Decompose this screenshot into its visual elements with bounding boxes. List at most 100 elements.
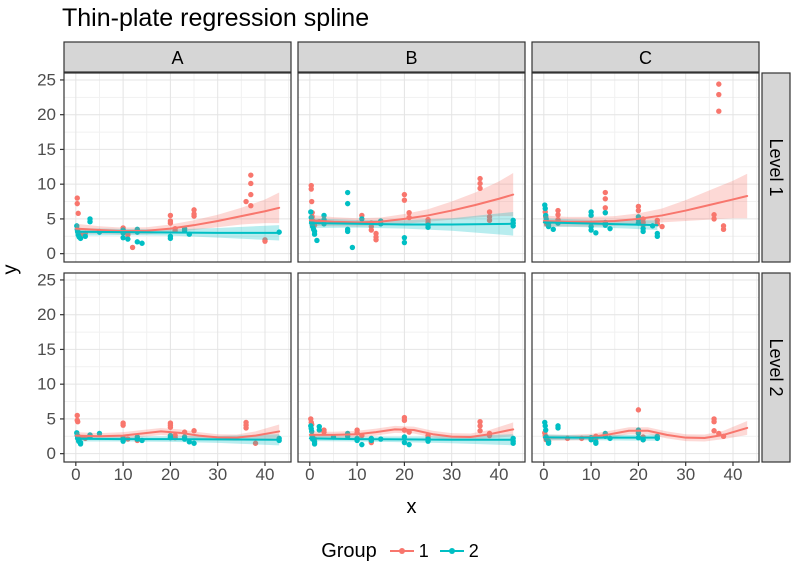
panel-border xyxy=(297,272,526,463)
x-tick-label: 10 xyxy=(348,465,367,484)
smooth-line-group-2 xyxy=(74,437,281,441)
panel-A-Level-2 xyxy=(63,272,292,463)
data-point-group-2 xyxy=(96,430,103,437)
smooth-line-group-1 xyxy=(74,430,281,439)
data-point-group-1 xyxy=(716,108,722,114)
strip-bg xyxy=(63,41,292,73)
x-tick-label: 30 xyxy=(442,465,461,484)
data-point-group-2 xyxy=(139,240,145,246)
data-point-group-2 xyxy=(545,440,552,446)
data-point-group-1 xyxy=(635,407,642,413)
x-tick-label: 10 xyxy=(582,465,601,484)
data-point-group-1 xyxy=(368,227,375,233)
data-point-group-1 xyxy=(74,195,80,201)
facet-strip-C: C xyxy=(531,41,760,73)
y-axis-title: y xyxy=(0,264,22,275)
data-point-group-2 xyxy=(134,239,141,245)
panel-border xyxy=(531,272,760,463)
data-point-group-2 xyxy=(314,237,320,244)
data-point-group-1 xyxy=(75,210,81,217)
data-point-group-2 xyxy=(550,226,556,233)
y-tick-label: 25 xyxy=(37,70,56,89)
data-point-group-2 xyxy=(588,227,594,233)
data-point-group-1 xyxy=(602,205,609,211)
data-point-group-1 xyxy=(602,189,609,196)
data-point-group-2 xyxy=(542,205,548,212)
smooth-line-group-2 xyxy=(308,222,515,226)
data-point-group-1 xyxy=(252,440,259,446)
data-point-group-2 xyxy=(120,234,126,241)
panel-C-Level-1 xyxy=(531,72,760,263)
y-tick-label: 0 xyxy=(47,444,56,463)
y-tick-label: 15 xyxy=(37,340,56,359)
data-point-group-1 xyxy=(555,212,561,218)
data-point-group-1 xyxy=(191,207,197,213)
data-point-group-2 xyxy=(308,209,314,215)
data-point-group-2 xyxy=(87,218,93,225)
y-tick-label: 20 xyxy=(37,105,56,124)
y-tick-label: 20 xyxy=(37,305,56,324)
data-point-group-2 xyxy=(607,225,613,232)
legend-key-1 xyxy=(389,548,414,554)
x-tick-label: 10 xyxy=(114,465,133,484)
data-point-group-1 xyxy=(486,217,493,224)
smooth-line-group-2 xyxy=(542,221,659,227)
data-point-group-2 xyxy=(316,427,322,433)
panel-C-Level-2 xyxy=(531,272,760,463)
data-point-group-1 xyxy=(406,209,412,216)
data-point-group-2 xyxy=(406,441,412,448)
legend-label: 2 xyxy=(468,540,479,561)
strip-bg xyxy=(297,41,526,73)
data-point-group-1 xyxy=(602,196,609,202)
data-point-group-2 xyxy=(77,441,84,447)
data-point-group-1 xyxy=(167,212,174,219)
data-point-group-2 xyxy=(321,212,327,219)
confidence-band-group-1 xyxy=(309,173,514,227)
data-point-group-2 xyxy=(344,189,351,196)
data-point-group-1 xyxy=(711,216,717,222)
data-point-group-2 xyxy=(542,423,548,429)
x-tick-label: 30 xyxy=(208,465,227,484)
panel-B-Level-2 xyxy=(297,272,526,463)
data-point-group-2 xyxy=(545,223,552,230)
data-point-group-1 xyxy=(129,244,136,251)
data-point-group-1 xyxy=(321,429,327,435)
facet-strip-B: B xyxy=(297,41,526,73)
legend-item-1: 1 xyxy=(389,541,429,562)
data-point-group-1 xyxy=(486,209,493,215)
x-tick-label: 20 xyxy=(395,465,414,484)
data-point-group-2 xyxy=(344,228,351,235)
panel-border xyxy=(63,72,292,263)
data-point-group-1 xyxy=(477,423,483,429)
panel-bg xyxy=(532,73,759,262)
data-point-group-2 xyxy=(77,235,84,242)
data-point-group-2 xyxy=(311,231,318,237)
data-point-group-1 xyxy=(243,425,249,431)
data-point-group-2 xyxy=(593,440,599,446)
data-point-group-2 xyxy=(125,236,131,242)
facet-strip-A: A xyxy=(63,41,292,73)
panel-B-Level-1 xyxy=(297,72,526,263)
data-point-group-2 xyxy=(602,209,609,216)
data-point-group-1 xyxy=(477,418,483,425)
data-point-group-2 xyxy=(359,216,365,222)
x-tick-label: 30 xyxy=(676,465,695,484)
panel-border xyxy=(531,72,760,263)
data-point-group-1 xyxy=(711,428,717,434)
panel-border xyxy=(297,72,526,263)
x-tick-label: 40 xyxy=(256,465,275,484)
data-point-group-2 xyxy=(344,200,351,207)
data-point-group-2 xyxy=(191,440,197,446)
data-point-group-1 xyxy=(167,220,174,226)
data-point-group-1 xyxy=(635,207,642,214)
strip-label: B xyxy=(405,48,417,68)
data-point-group-2 xyxy=(555,425,561,431)
data-point-group-1 xyxy=(716,91,722,98)
data-point-group-1 xyxy=(477,185,483,192)
data-point-group-2 xyxy=(401,234,408,241)
panel-bg xyxy=(298,73,525,262)
x-tick-label: 0 xyxy=(539,465,548,484)
